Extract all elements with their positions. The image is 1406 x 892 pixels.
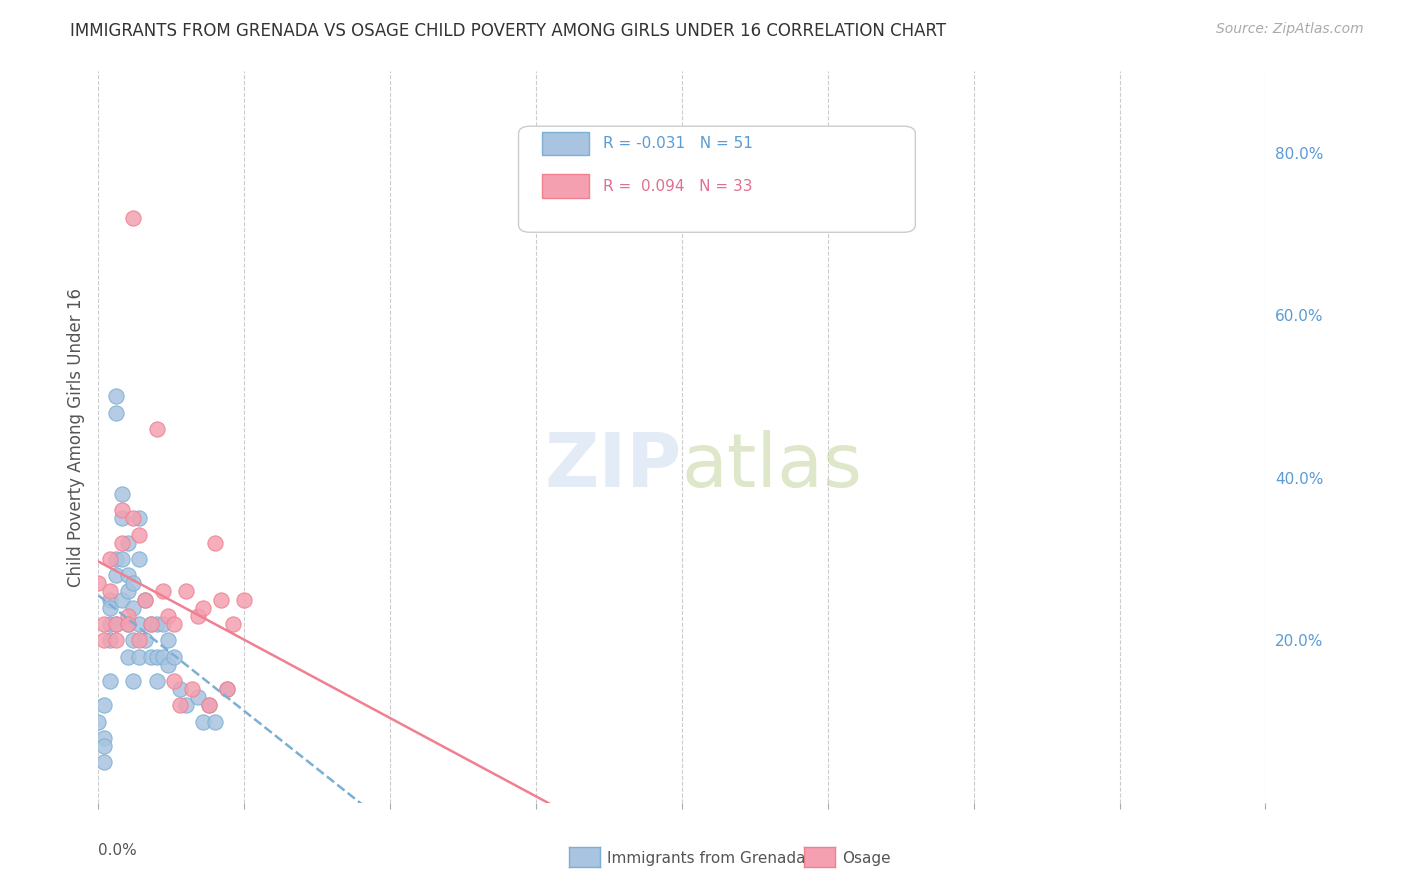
Point	[98, 592, 121, 607]
Point	[117, 584, 139, 599]
Point	[204, 535, 226, 549]
Point	[98, 673, 121, 688]
Point	[221, 617, 243, 632]
Point	[152, 649, 174, 664]
Point	[104, 617, 127, 632]
Point	[204, 714, 226, 729]
Point	[146, 673, 169, 688]
Point	[146, 617, 169, 632]
Point	[117, 568, 139, 582]
Point	[111, 552, 134, 566]
Point	[111, 535, 134, 549]
Text: 0.0%: 0.0%	[98, 843, 138, 858]
Point	[104, 633, 127, 648]
Point	[104, 389, 127, 403]
Point	[117, 535, 139, 549]
Point	[117, 617, 139, 632]
Point	[98, 617, 121, 632]
Point	[122, 673, 145, 688]
Point	[163, 673, 186, 688]
Point	[128, 527, 150, 541]
Point	[122, 576, 145, 591]
Point	[146, 649, 169, 664]
Point	[134, 592, 156, 607]
Point	[139, 649, 162, 664]
Point	[128, 633, 150, 648]
Point	[117, 649, 139, 664]
Point	[117, 608, 139, 623]
Point	[163, 617, 186, 632]
Point	[98, 584, 121, 599]
Point	[93, 633, 115, 648]
Point	[93, 755, 115, 769]
Point	[169, 698, 191, 713]
Point	[111, 592, 134, 607]
Point	[98, 552, 121, 566]
Point	[209, 592, 232, 607]
Point	[117, 617, 139, 632]
Point	[122, 211, 145, 225]
Point	[111, 511, 134, 525]
FancyBboxPatch shape	[541, 175, 589, 198]
Point	[233, 592, 256, 607]
Point	[93, 731, 115, 745]
Point	[93, 617, 115, 632]
Point	[128, 617, 150, 632]
Point	[174, 698, 197, 713]
Point	[139, 617, 162, 632]
FancyBboxPatch shape	[541, 132, 589, 155]
Point	[122, 633, 145, 648]
Point	[93, 739, 115, 753]
Point	[93, 698, 115, 713]
Point	[152, 617, 174, 632]
Point	[174, 584, 197, 599]
Text: atlas: atlas	[682, 430, 863, 503]
Point	[163, 649, 186, 664]
Point	[104, 617, 127, 632]
Point	[104, 552, 127, 566]
Point	[193, 600, 215, 615]
Point	[134, 633, 156, 648]
Point	[157, 657, 180, 672]
Point	[111, 487, 134, 501]
Point	[128, 511, 150, 525]
Point	[128, 649, 150, 664]
Text: Source: ZipAtlas.com: Source: ZipAtlas.com	[1216, 22, 1364, 37]
Point	[87, 576, 110, 591]
Text: R =  0.094   N = 33: R = 0.094 N = 33	[603, 178, 752, 194]
Point	[98, 600, 121, 615]
Point	[134, 592, 156, 607]
Point	[157, 633, 180, 648]
Point	[104, 568, 127, 582]
Point	[87, 714, 110, 729]
Text: R = -0.031   N = 51: R = -0.031 N = 51	[603, 136, 752, 152]
Point	[122, 511, 145, 525]
Point	[122, 600, 145, 615]
Point	[139, 617, 162, 632]
Text: Osage: Osage	[842, 851, 891, 865]
Point	[215, 681, 238, 696]
Point	[157, 608, 180, 623]
Point	[198, 698, 221, 713]
Point	[104, 406, 127, 420]
Point	[215, 681, 238, 696]
Text: Immigrants from Grenada: Immigrants from Grenada	[607, 851, 806, 865]
Point	[187, 690, 209, 705]
Text: IMMIGRANTS FROM GRENADA VS OSAGE CHILD POVERTY AMONG GIRLS UNDER 16 CORRELATION : IMMIGRANTS FROM GRENADA VS OSAGE CHILD P…	[70, 22, 946, 40]
Point	[146, 422, 169, 436]
Point	[193, 714, 215, 729]
Point	[152, 584, 174, 599]
Point	[187, 608, 209, 623]
Text: ZIP: ZIP	[544, 430, 682, 503]
FancyBboxPatch shape	[519, 126, 915, 232]
Point	[128, 552, 150, 566]
Point	[98, 633, 121, 648]
Point	[198, 698, 221, 713]
Point	[111, 503, 134, 517]
Point	[180, 681, 202, 696]
Y-axis label: Child Poverty Among Girls Under 16: Child Poverty Among Girls Under 16	[66, 287, 84, 587]
Point	[169, 681, 191, 696]
